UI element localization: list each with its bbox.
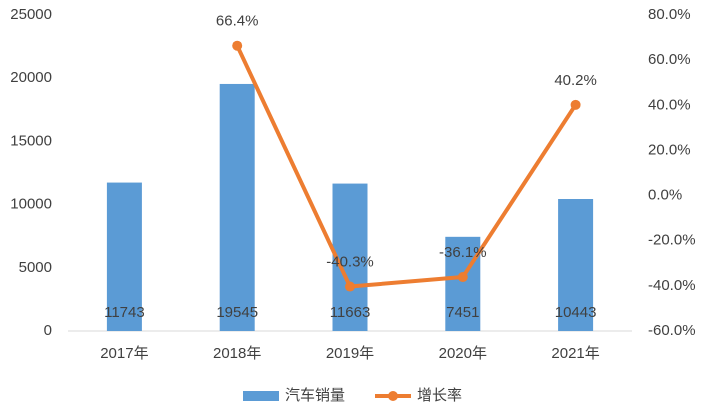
y2-tick-label: 60.0% — [648, 51, 691, 68]
y-tick-label: 15000 — [10, 132, 52, 149]
y2-tick-label: -60.0% — [648, 322, 696, 339]
data-label: 10443 — [555, 304, 597, 321]
data-label: -36.1% — [439, 244, 487, 261]
y2-tick-label: -20.0% — [648, 232, 696, 249]
x-tick-label: 2019年 — [326, 345, 374, 362]
x-tick-label: 2021年 — [551, 345, 599, 362]
y2-tick-label: 80.0% — [648, 6, 691, 23]
legend-label: 汽车销量 — [285, 387, 345, 404]
y-tick-label: 20000 — [10, 69, 52, 86]
bar — [558, 199, 594, 331]
line-marker — [232, 40, 243, 51]
y-tick-label: 10000 — [10, 196, 52, 213]
y2-tick-label: -40.0% — [648, 277, 696, 294]
line-marker — [345, 281, 355, 292]
line-marker — [457, 272, 468, 283]
y-tick-label: 5000 — [19, 259, 52, 276]
data-label: -40.3% — [326, 254, 374, 271]
y-tick-label: 25000 — [10, 6, 52, 23]
bar — [219, 83, 255, 331]
legend-swatch — [388, 391, 398, 401]
data-label: 11743 — [104, 304, 145, 321]
line — [235, 44, 578, 289]
y2-tick-label: 0.0% — [648, 187, 682, 204]
bar — [106, 182, 142, 331]
x-tick-label: 2018年 — [213, 345, 261, 362]
x-tick-label: 2020年 — [439, 345, 487, 362]
y-tick-label: 0 — [44, 322, 52, 339]
y2-tick-label: 40.0% — [648, 96, 691, 113]
line-marker — [570, 99, 581, 110]
data-label: 11663 — [330, 304, 371, 321]
data-label: 7451 — [446, 304, 479, 321]
data-label: 66.4% — [216, 13, 259, 30]
data-label: 19545 — [216, 304, 258, 321]
x-tick-label: 2017年 — [100, 345, 148, 362]
y2-tick-label: 20.0% — [648, 141, 691, 158]
bar — [445, 236, 481, 331]
data-label: 40.2% — [554, 72, 597, 89]
legend-swatch — [243, 391, 279, 401]
legend-label: 增长率 — [417, 387, 462, 404]
